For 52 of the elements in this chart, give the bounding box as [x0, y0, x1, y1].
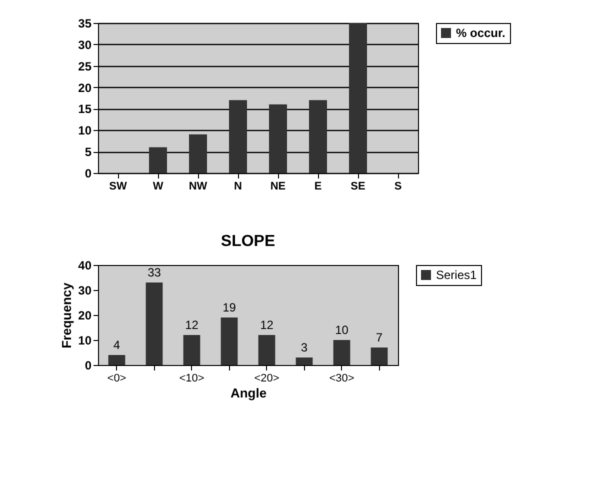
- bar: [108, 355, 126, 365]
- bar: [149, 147, 167, 173]
- data-label: 12: [260, 318, 274, 332]
- y-tick-label: 20: [78, 308, 92, 322]
- data-label: 10: [335, 323, 349, 337]
- bar: [349, 23, 367, 173]
- bar: [333, 340, 350, 365]
- x-tick-label: W: [152, 180, 164, 192]
- x-tick-label: <30>: [329, 372, 354, 384]
- chart-title: SLOPE: [220, 233, 276, 250]
- data-label: 33: [148, 266, 162, 280]
- bar: [183, 335, 200, 365]
- x-tick-label: <0>: [107, 372, 126, 384]
- bar: [370, 348, 388, 365]
- y-tick-label: 20: [78, 80, 92, 95]
- y-tick-label: 10: [78, 124, 92, 138]
- x-tick-label: <10>: [179, 372, 204, 384]
- data-label: 4: [113, 338, 120, 352]
- x-tick-label: SE: [350, 180, 366, 192]
- x-axis-title: Angle: [230, 386, 267, 400]
- data-label: 19: [222, 300, 236, 314]
- y-tick-label: 10: [78, 334, 92, 348]
- bar: [146, 282, 163, 365]
- x-tick-label: NW: [188, 180, 208, 192]
- x-tick-label: N: [234, 180, 242, 192]
- legend-label: Series1: [436, 268, 478, 282]
- data-label: 3: [300, 340, 308, 354]
- y-axis-title: Frequency: [59, 282, 74, 348]
- y-tick-label: 5: [84, 145, 92, 160]
- bar: [220, 318, 238, 365]
- x-tick-label: E: [314, 180, 322, 192]
- bar: [309, 100, 327, 173]
- y-tick-label: 0: [84, 358, 92, 372]
- y-tick-label: 40: [78, 258, 92, 272]
- y-tick-label: 35: [78, 16, 92, 30]
- data-label: 12: [185, 318, 199, 332]
- y-tick-label: 25: [78, 59, 92, 74]
- y-tick-label: 0: [84, 166, 92, 180]
- x-tick-label: SW: [109, 180, 128, 192]
- x-tick-label: NE: [270, 180, 286, 192]
- bar: [296, 358, 313, 365]
- bar: [189, 134, 207, 173]
- y-tick-label: 30: [78, 284, 92, 298]
- y-tick-label: 30: [78, 38, 92, 52]
- y-tick-label: 15: [78, 102, 92, 116]
- legend-label: % occur.: [456, 26, 506, 40]
- data-label: 7: [376, 330, 383, 344]
- bar: [258, 335, 276, 365]
- bar: [269, 104, 287, 173]
- bar: [229, 100, 247, 173]
- x-tick-label: S: [394, 180, 402, 192]
- x-tick-label: <20>: [254, 372, 280, 384]
